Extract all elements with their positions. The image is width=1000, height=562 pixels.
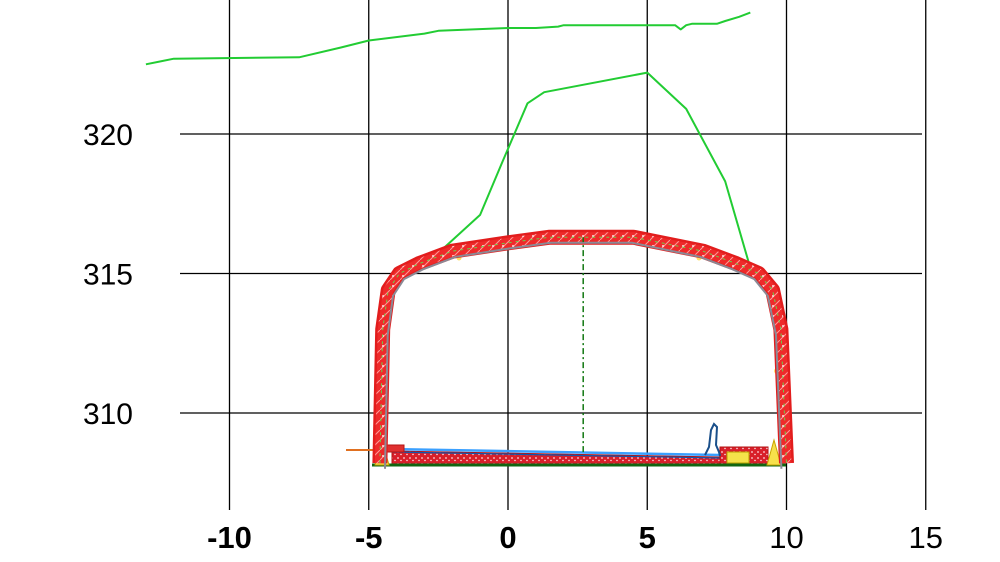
x-tick-labels: -10 -5 0 5 10 15 — [207, 520, 943, 555]
x-tick-label: 10 — [769, 520, 803, 555]
cable-duct — [726, 451, 750, 464]
x-tick-label: -10 — [207, 520, 252, 555]
y-tick-labels: 310 315 320 — [83, 119, 133, 431]
green-profile-line — [418, 71, 752, 272]
series-lines — [145, 11, 794, 469]
terrain-surface — [145, 11, 751, 66]
y-tick-label: 315 — [83, 259, 133, 292]
x-tick-label: 15 — [909, 520, 943, 555]
pavement-layer-inner — [391, 451, 721, 459]
y-tick-label: 310 — [83, 398, 133, 431]
grid-lines — [180, 0, 927, 510]
tunnel-membrane — [384, 241, 783, 469]
pavement-layer — [387, 447, 721, 457]
curb-profile — [704, 422, 721, 457]
x-tick-label: 5 — [639, 520, 656, 555]
tunnel-lining-hatch — [374, 232, 792, 464]
y-tick-label: 320 — [83, 119, 133, 152]
x-tick-label: 0 — [499, 520, 516, 555]
x-tick-label: -5 — [355, 520, 383, 555]
